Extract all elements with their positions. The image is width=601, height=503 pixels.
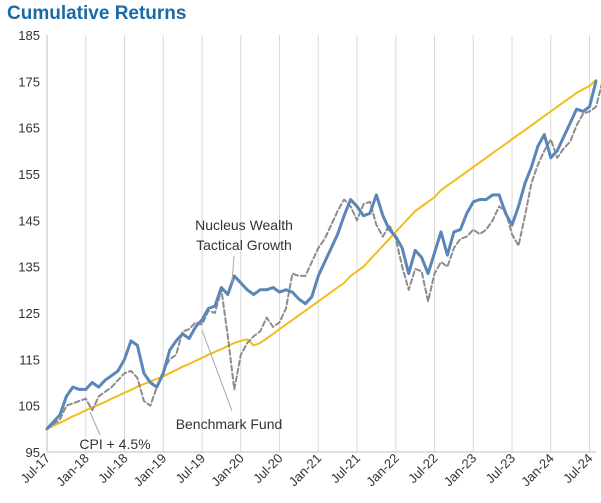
benchmark-annotation-leader (201, 329, 233, 412)
nucleus-annotation-leader (231, 255, 235, 284)
y-tick-label: 95 (26, 445, 40, 460)
x-tick-label: Jan-20 (208, 451, 247, 490)
x-tick-label: Jul-19 (172, 451, 208, 487)
x-tick-label: Jul-23 (483, 451, 519, 487)
x-tick-label: Jan-19 (131, 451, 170, 490)
x-tick-label: Jan-24 (518, 451, 557, 490)
x-tick-label: Jan-18 (53, 451, 92, 490)
series-lines (45, 78, 601, 431)
x-tick-label: Jul-18 (95, 451, 131, 487)
grid-lines (85, 35, 591, 452)
cpi-annotation-leader (89, 411, 101, 436)
axes (46, 35, 596, 453)
x-tick-label: Jan-23 (441, 451, 480, 490)
y-tick-label: 115 (19, 352, 40, 367)
y-tick-label: 105 (18, 399, 40, 414)
y-tick-label: 135 (18, 260, 40, 275)
nucleus-annotation-line2: Tactical Growth (196, 237, 292, 253)
y-tick-label: 145 (18, 213, 40, 228)
x-tick-label: Jul-24 (560, 451, 596, 487)
y-tick-label: 155 (18, 167, 40, 182)
x-tick-label: Jul-22 (405, 451, 441, 487)
series-benchmark-line (46, 83, 601, 430)
y-tick-label: 165 (18, 121, 40, 136)
cpi-annotation: CPI + 4.5% (79, 436, 150, 452)
benchmark-annotation: Benchmark Fund (176, 416, 283, 432)
nucleus-annotation-line1: Nucleus Wealth (195, 217, 293, 233)
series-nucleus-line (45, 79, 598, 431)
x-tick-label: Jan-22 (363, 451, 402, 490)
y-tick-label: 175 (18, 74, 40, 89)
x-tick-label: Jul-21 (327, 451, 363, 487)
series-cpi-line (46, 78, 597, 430)
x-tick-label: Jan-21 (286, 451, 325, 490)
x-tick-label: Jul-20 (250, 451, 286, 487)
y-tick-label: 185 (18, 28, 40, 43)
annotations: Nucleus Wealth Tactical Growth Benchmark… (79, 217, 293, 452)
chart-title: Cumulative Returns (7, 3, 187, 24)
y-tick-label: 125 (18, 306, 40, 321)
